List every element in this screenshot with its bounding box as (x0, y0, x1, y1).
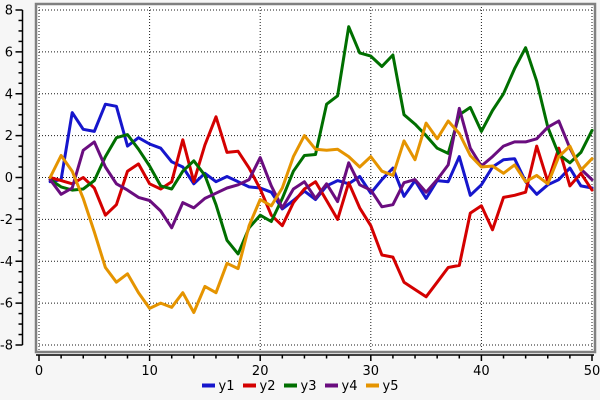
series-line-y5 (48, 119, 594, 314)
legend-label: y3 (301, 379, 317, 394)
y-tick-label: -8 (0, 339, 13, 354)
tick-labels: -8 -6 -4 -2 0 2 4 6 8 0 10 20 30 40 50 (0, 4, 600, 380)
x-tick-label: 50 (584, 364, 600, 379)
legend-label: y4 (342, 379, 358, 394)
legend-label: y1 (219, 379, 235, 394)
legend: y1 y2 y3 y4 y5 (202, 379, 398, 394)
legend-item-y1: y1 (202, 379, 234, 394)
series-line-y3 (48, 25, 594, 256)
y-tick-label: -6 (0, 297, 13, 312)
series-line-y4 (48, 106, 594, 230)
x-tick-label: 30 (363, 364, 380, 379)
axes (15, 9, 594, 361)
x-tick-label: 0 (35, 364, 43, 379)
legend-item-y3: y3 (284, 379, 316, 394)
legend-label: y5 (383, 379, 399, 394)
y-tick-label: 8 (5, 4, 13, 19)
y-tick-label: -2 (0, 213, 13, 228)
y-tick-label: 0 (5, 171, 13, 186)
legend-item-y4: y4 (325, 379, 357, 394)
legend-item-y5: y5 (366, 379, 398, 394)
x-tick-label: 20 (252, 364, 269, 379)
x-tick-label: 10 (141, 364, 158, 379)
y-tick-label: -4 (0, 255, 13, 270)
y-tick-label: 2 (5, 129, 13, 144)
series-group (48, 25, 594, 314)
legend-item-y2: y2 (243, 379, 275, 394)
plot-border (34, 2, 597, 354)
y-tick-label: 4 (5, 87, 13, 102)
x-tick-label: 40 (473, 364, 490, 379)
legend-label: y2 (260, 379, 276, 394)
y-tick-label: 6 (5, 45, 13, 60)
